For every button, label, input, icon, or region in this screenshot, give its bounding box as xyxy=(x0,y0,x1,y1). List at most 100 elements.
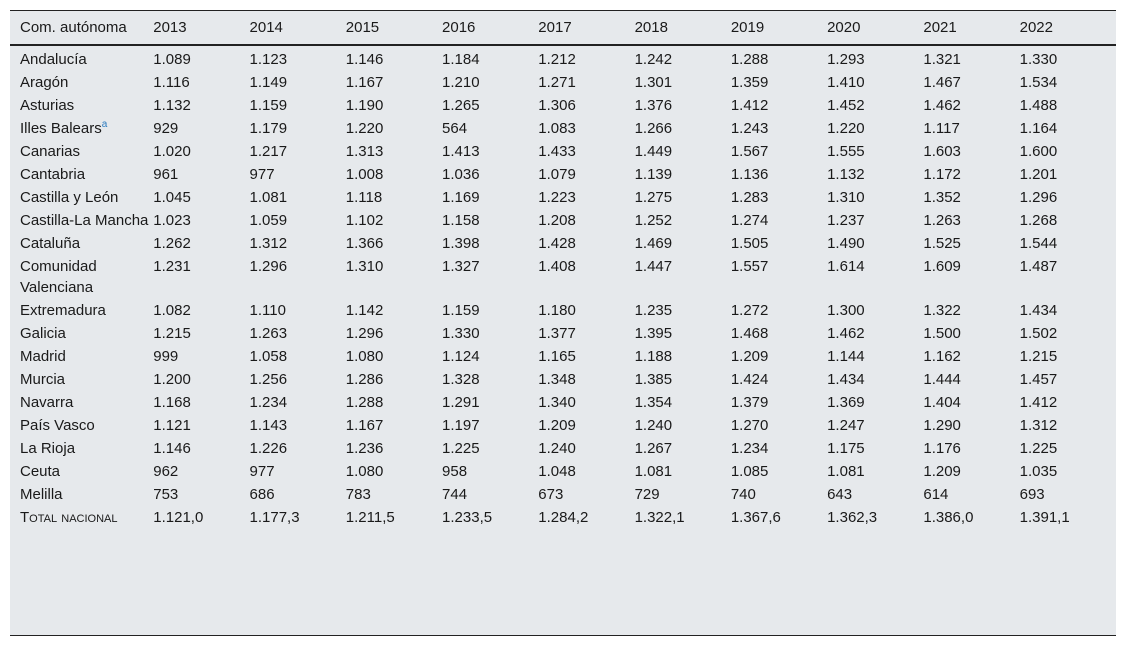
value-cell: 1.283 xyxy=(730,189,769,206)
value-cell: 1.376 xyxy=(634,97,673,114)
value-cell: 729 xyxy=(634,486,660,503)
value-cell: 1.209 xyxy=(730,348,769,365)
value-cell: 1.223 xyxy=(538,189,576,206)
value-cell: 958 xyxy=(442,463,468,480)
value-cell: 961 xyxy=(153,166,179,183)
value-cell: 1.167 xyxy=(345,417,384,434)
value-cell: 1.118 xyxy=(345,189,383,206)
value-cell: 1.404 xyxy=(923,394,961,411)
value-cell: 1.242 xyxy=(634,51,673,68)
value-cell: 1.263 xyxy=(923,212,961,229)
region-label: Extremadura xyxy=(20,302,106,319)
value-cell: 1.210 xyxy=(442,74,480,91)
region-label: Cataluña xyxy=(20,235,81,252)
value-cell: 1.505 xyxy=(730,235,769,252)
region-label: Ceuta xyxy=(20,463,61,480)
column-header-year: 2022 xyxy=(1019,11,1116,46)
value-cell: 1.146 xyxy=(153,440,191,457)
column-header-year: 2013 xyxy=(153,11,250,46)
total-value-cell: 1.284,2 xyxy=(538,509,589,526)
value-cell: 1.462 xyxy=(923,97,961,114)
value-cell: 1.266 xyxy=(634,120,673,137)
region-label: Canarias xyxy=(20,143,81,160)
value-cell: 977 xyxy=(249,463,275,480)
value-cell: 1.296 xyxy=(345,325,384,342)
value-cell: 1.447 xyxy=(634,258,673,275)
value-cell: 1.306 xyxy=(538,97,576,114)
value-cell: 1.452 xyxy=(827,97,865,114)
table-row: Illes Balearsa 929 1.179 1.220 564 1.083 1.266… xyxy=(10,117,1116,140)
value-cell: 1.286 xyxy=(345,371,384,388)
value-cell: 1.089 xyxy=(153,51,191,68)
value-cell: 1.272 xyxy=(730,302,769,319)
value-cell: 1.168 xyxy=(153,394,191,411)
value-cell: 1.603 xyxy=(923,143,961,160)
value-cell: 1.352 xyxy=(923,189,961,206)
value-cell: 1.379 xyxy=(730,394,769,411)
value-cell: 1.525 xyxy=(923,235,961,252)
region-cell: Extremadura xyxy=(10,299,153,322)
value-cell: 1.434 xyxy=(827,371,865,388)
value-cell: 1.267 xyxy=(634,440,673,457)
value-cell: 1.143 xyxy=(249,417,288,434)
table-row: La Rioja 1.146 1.226 1.236 1.225 1.240 1.267 1.… xyxy=(10,437,1116,460)
value-cell: 1.158 xyxy=(442,212,480,229)
region-cell: Comunidad Valenciana xyxy=(10,255,153,299)
value-cell: 1.085 xyxy=(730,463,769,480)
value-cell: 1.462 xyxy=(827,325,865,342)
value-cell: 643 xyxy=(827,486,853,503)
value-cell: 1.557 xyxy=(730,258,769,275)
value-cell: 1.116 xyxy=(153,74,190,91)
table-row: Asturias 1.132 1.159 1.190 1.265 1.306 1.376 1.… xyxy=(10,94,1116,117)
value-cell: 1.328 xyxy=(442,371,480,388)
region-cell: Illes Balearsa xyxy=(10,117,153,140)
table-row: Extremadura 1.082 1.110 1.142 1.159 1.180 1.23… xyxy=(10,299,1116,322)
table-row: Canarias 1.020 1.217 1.313 1.413 1.433 1.449 1.… xyxy=(10,140,1116,163)
value-cell: 1.354 xyxy=(634,394,673,411)
value-cell: 1.188 xyxy=(634,348,673,365)
value-cell: 1.237 xyxy=(827,212,865,229)
value-cell: 1.235 xyxy=(634,302,673,319)
value-cell: 1.330 xyxy=(442,325,480,342)
value-cell: 1.469 xyxy=(634,235,673,252)
footnote-marker[interactable]: a xyxy=(101,119,108,130)
value-cell: 1.008 xyxy=(345,166,384,183)
value-cell: 1.220 xyxy=(345,120,384,137)
data-table-container: Com. autónoma 2013 2014 2015 2016 2017 2018 201… xyxy=(10,10,1116,636)
value-cell: 1.488 xyxy=(1019,97,1058,114)
value-cell: 1.240 xyxy=(538,440,576,457)
value-cell: 783 xyxy=(345,486,371,503)
value-cell: 564 xyxy=(442,120,468,137)
column-header-year: 2017 xyxy=(538,11,635,46)
region-label: Comunidad Valenciana xyxy=(20,258,97,296)
region-cell: Ceuta xyxy=(10,460,153,483)
table-row: Aragón 1.116 1.149 1.167 1.210 1.271 1.301 1.35… xyxy=(10,71,1116,94)
value-cell: 1.428 xyxy=(538,235,576,252)
value-cell: 1.217 xyxy=(249,143,288,160)
value-cell: 1.234 xyxy=(249,394,288,411)
value-cell: 1.434 xyxy=(1019,302,1058,319)
value-cell: 1.288 xyxy=(345,394,384,411)
column-header-region: Com. autónoma xyxy=(10,11,154,46)
value-cell: 929 xyxy=(153,120,179,137)
header-row: Com. autónoma 2013 2014 2015 2016 2017 2018 201… xyxy=(10,11,1116,46)
value-cell: 693 xyxy=(1019,486,1045,503)
value-cell: 1.082 xyxy=(153,302,191,319)
value-cell: 1.146 xyxy=(345,51,384,68)
column-header-year: 2019 xyxy=(730,11,828,46)
value-cell: 1.270 xyxy=(730,417,769,434)
table-row: Cantabria 961 977 1.008 1.036 1.079 1.139 1.136… xyxy=(10,163,1116,186)
region-cell: Cantabria xyxy=(10,163,153,186)
value-cell: 1.159 xyxy=(249,97,288,114)
value-cell: 1.200 xyxy=(153,371,191,388)
value-cell: 1.083 xyxy=(538,120,576,137)
value-cell: 1.398 xyxy=(442,235,480,252)
value-cell: 1.215 xyxy=(1019,348,1058,365)
value-cell: 1.322 xyxy=(923,302,961,319)
region-cell: Canarias xyxy=(10,140,153,163)
value-cell: 1.180 xyxy=(538,302,576,319)
value-cell: 1.023 xyxy=(153,212,191,229)
region-cell: Murcia xyxy=(10,368,153,391)
table-row: Galicia 1.215 1.263 1.296 1.330 1.377 1.395 1.4… xyxy=(10,322,1116,345)
value-cell: 1.142 xyxy=(345,302,384,319)
